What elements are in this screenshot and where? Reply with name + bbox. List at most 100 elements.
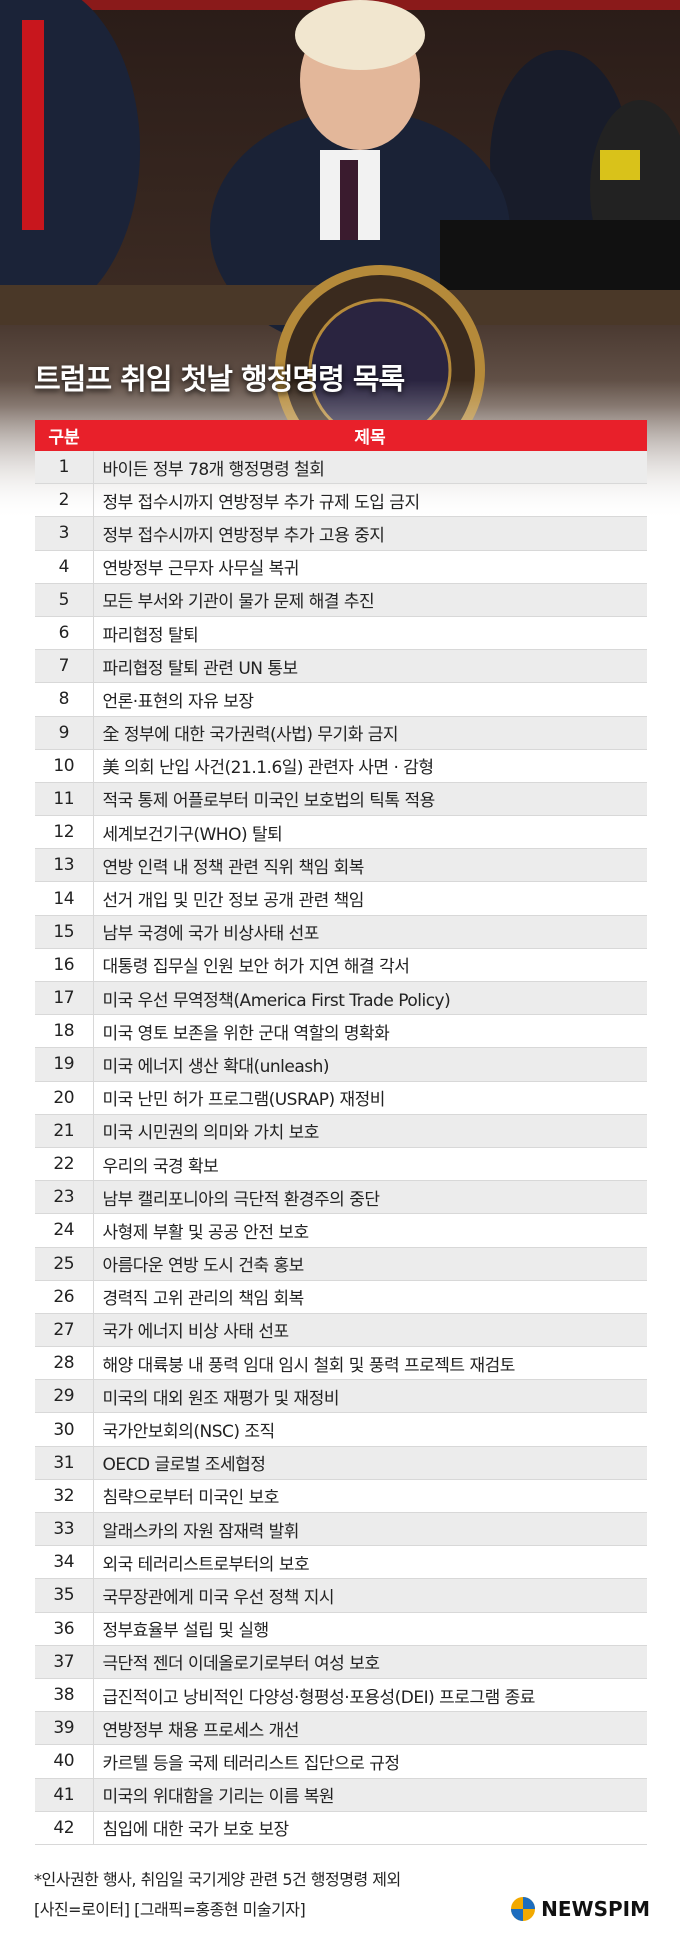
row-number: 20 [35,1081,94,1115]
row-title: 미국 우선 무역정책(America First Trade Policy) [93,981,647,1016]
row-number: 22 [35,1147,94,1182]
row-number: 16 [35,948,94,983]
table-row: 12 세계보건기구(WHO) 탈퇴 [35,815,647,850]
table-row: 36 정부효율부 설립 및 실행 [35,1612,647,1646]
row-title: 국가안보회의(NSC) 조직 [93,1412,647,1447]
row-number: 28 [35,1346,94,1381]
row-number: 30 [35,1412,94,1447]
row-title: 국무장관에게 미국 우선 정책 지시 [93,1578,647,1613]
row-number: 2 [35,483,94,518]
row-number: 8 [35,682,94,717]
row-title: 경력직 고위 관리의 책임 회복 [93,1280,647,1314]
table-row: 35 국무장관에게 미국 우선 정책 지시 [35,1578,647,1613]
row-title: 적국 통제 어플로부터 미국인 보호법의 틱톡 적용 [93,782,647,817]
row-title: 정부효율부 설립 및 실행 [93,1612,647,1646]
row-title: 美 의회 난입 사건(21.1.6일) 관련자 사면 · 감형 [93,749,647,783]
row-number: 29 [35,1379,94,1414]
row-number: 33 [35,1512,94,1547]
column-header: 구분 [35,420,93,451]
table-row: 25 아름다운 연방 도시 건축 홍보 [35,1247,647,1281]
row-title: 미국의 대외 원조 재평가 및 재정비 [93,1379,647,1414]
row-title: 미국 영토 보존을 위한 군대 역할의 명확화 [93,1014,647,1049]
column-header: 제목 [93,420,647,451]
row-number: 42 [35,1811,94,1845]
row-number: 39 [35,1711,94,1746]
row-number: 36 [35,1612,94,1646]
table-row: 37 극단적 젠더 이데올로기로부터 여성 보호 [35,1645,647,1679]
row-title: 파리협정 탈퇴 관련 UN 통보 [93,649,647,684]
row-number: 1 [35,451,94,485]
table-row: 22 우리의 국경 확보 [35,1147,647,1182]
table-row: 23 남부 캘리포니아의 극단적 환경주의 중단 [35,1180,647,1215]
row-number: 17 [35,981,94,1016]
row-number: 38 [35,1678,94,1713]
credit: [사진=로이터] [그래픽=홍종현 미술기자] [34,1900,306,1919]
footnote: *인사권한 행사, 취임일 국기게양 관련 5건 행정명령 제외 [34,1870,401,1889]
table-row: 20 미국 난민 허가 프로그램(USRAP) 재정비 [35,1081,647,1115]
row-title: 침입에 대한 국가 보호 보장 [93,1811,647,1845]
row-number: 14 [35,881,94,916]
row-title: 극단적 젠더 이데올로기로부터 여성 보호 [93,1645,647,1679]
table-row: 8 언론·표현의 자유 보장 [35,682,647,717]
row-title: 정부 접수시까지 연방정부 추가 고용 중지 [93,516,647,551]
table-row: 41 미국의 위대함을 기리는 이름 복원 [35,1778,647,1812]
table-row: 24 사형제 부활 및 공공 안전 보호 [35,1213,647,1248]
row-number: 4 [35,550,94,584]
table-row: 17 미국 우선 무역정책(America First Trade Policy) [35,981,647,1016]
table-row: 31 OECD 글로벌 조세협정 [35,1446,647,1480]
row-title: 연방정부 채용 프로세스 개선 [93,1711,647,1746]
row-number: 26 [35,1280,94,1314]
row-title: 알래스카의 자원 잠재력 발휘 [93,1512,647,1547]
table-row: 4 연방정부 근무자 사무실 복귀 [35,550,647,584]
row-number: 34 [35,1545,94,1580]
row-title: 정부 접수시까지 연방정부 추가 규제 도입 금지 [93,483,647,518]
row-title: 바이든 정부 78개 행정명령 철회 [93,451,647,485]
row-title: 미국 시민권의 의미와 가치 보호 [93,1114,647,1148]
row-number: 27 [35,1313,94,1348]
table-row: 6 파리협정 탈퇴 [35,616,647,651]
table-row: 14 선거 개입 및 민간 정보 공개 관련 책임 [35,881,647,916]
row-title: 미국 난민 허가 프로그램(USRAP) 재정비 [93,1081,647,1115]
table-row: 7 파리협정 탈퇴 관련 UN 통보 [35,649,647,684]
logo: NEWSPIM [510,1896,650,1922]
row-number: 35 [35,1578,94,1613]
row-title: 급진적이고 낭비적인 다양성·형평성·포용성(DEI) 프로그램 종료 [93,1678,647,1713]
row-title: 연방정부 근무자 사무실 복귀 [93,550,647,584]
row-title: 카르텔 등을 국제 테러리스트 집단으로 규정 [93,1744,647,1779]
row-title: 대통령 집무실 인원 보안 허가 지연 해결 각서 [93,948,647,983]
table-row: 21 미국 시민권의 의미와 가치 보호 [35,1114,647,1148]
title: 트럼프 취임 첫날 행정명령 목록 [34,362,405,396]
row-title: 해양 대륙붕 내 풍력 임대 임시 철회 및 풍력 프로젝트 재검토 [93,1346,647,1381]
row-number: 18 [35,1014,94,1049]
row-number: 6 [35,616,94,651]
table-row: 19 미국 에너지 생산 확대(unleash) [35,1047,647,1082]
row-title: 세계보건기구(WHO) 탈퇴 [93,815,647,850]
row-number: 7 [35,649,94,684]
table-row: 32 침략으로부터 미국인 보호 [35,1479,647,1514]
logo-text: NEWSPIM [541,1897,650,1921]
row-number: 13 [35,848,94,883]
row-number: 24 [35,1213,94,1248]
row-title: 선거 개입 및 민간 정보 공개 관련 책임 [93,881,647,916]
row-number: 9 [35,716,94,750]
table-row: 16 대통령 집무실 인원 보안 허가 지연 해결 각서 [35,948,647,983]
row-title: 국가 에너지 비상 사태 선포 [93,1313,647,1348]
row-number: 19 [35,1047,94,1082]
logo-icon [511,1897,536,1921]
row-title: OECD 글로벌 조세협정 [93,1446,647,1480]
row-number: 3 [35,516,94,551]
row-number: 5 [35,583,94,617]
row-title: 미국의 위대함을 기리는 이름 복원 [93,1778,647,1812]
row-number: 11 [35,782,94,817]
row-title: 모든 부서와 기관이 물가 문제 해결 추진 [93,583,647,617]
row-title: 파리협정 탈퇴 [93,616,647,651]
table-row: 39 연방정부 채용 프로세스 개선 [35,1711,647,1746]
table-row: 2 정부 접수시까지 연방정부 추가 규제 도입 금지 [35,483,647,518]
row-number: 40 [35,1744,94,1779]
row-number: 37 [35,1645,94,1679]
table-row: 5 모든 부서와 기관이 물가 문제 해결 추진 [35,583,647,617]
row-title: 언론·표현의 자유 보장 [93,682,647,717]
row-number: 15 [35,915,94,949]
table-row: 28 해양 대륙붕 내 풍력 임대 임시 철회 및 풍력 프로젝트 재검토 [35,1346,647,1381]
